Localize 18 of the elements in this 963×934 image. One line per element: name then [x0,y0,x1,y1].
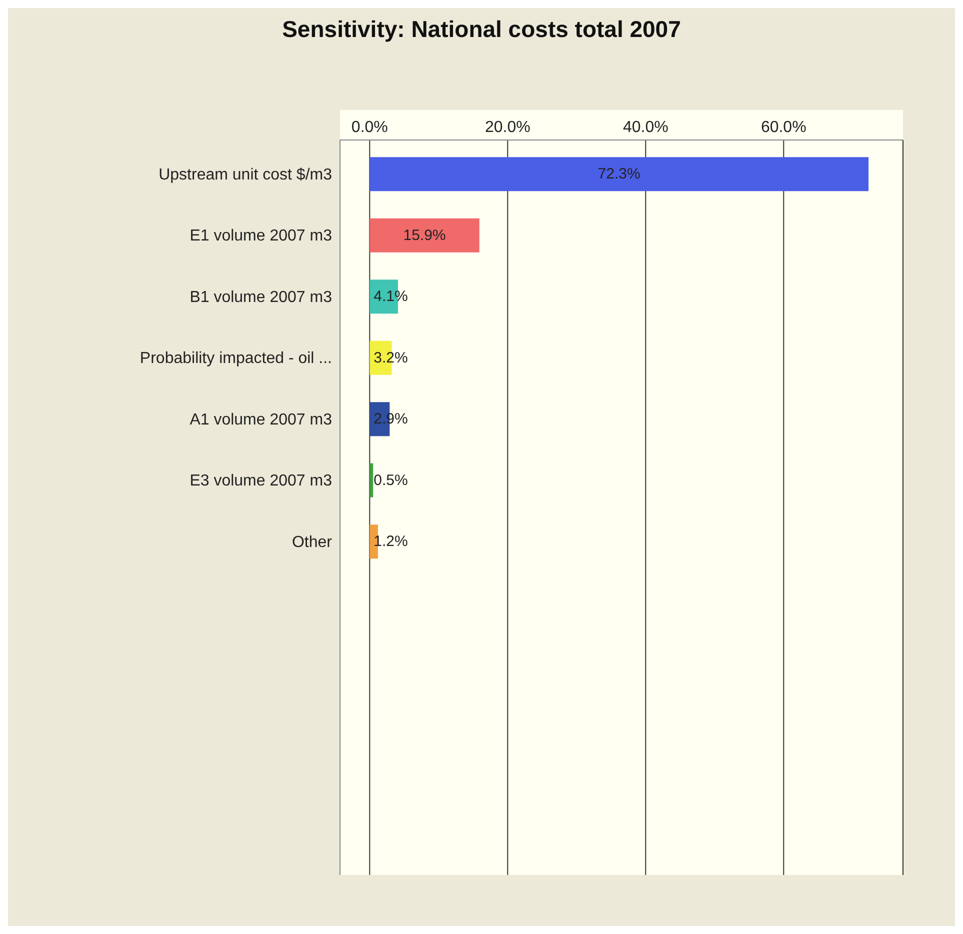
y-tick-label: Other [292,534,333,551]
data-label: 15.9% [403,226,446,244]
y-tick-label: A1 volume 2007 m3 [190,411,332,428]
x-tick-label: 0.0% [351,119,388,136]
y-tick-label: Probability impacted - oil ... [140,350,332,368]
x-tick-label: 20.0% [484,119,530,136]
x-tick-label: 60.0% [760,119,806,136]
bar [370,157,869,192]
data-label: 72.3% [598,166,640,183]
data-label: 0.5% [374,472,408,489]
y-tick-label: B1 volume 2007 m3 [190,288,332,306]
y-tick-label: E1 volume 2007 m3 [190,228,332,245]
y-tick-label: E3 volume 2007 m3 [190,472,332,490]
bar [370,463,374,498]
chart-title: Sensitivity: National costs total 2007 [281,16,682,43]
x-tick-label: 40.0% [622,119,668,136]
y-tick-label: Upstream unit cost $/m3 [158,166,332,184]
bar [370,218,480,252]
